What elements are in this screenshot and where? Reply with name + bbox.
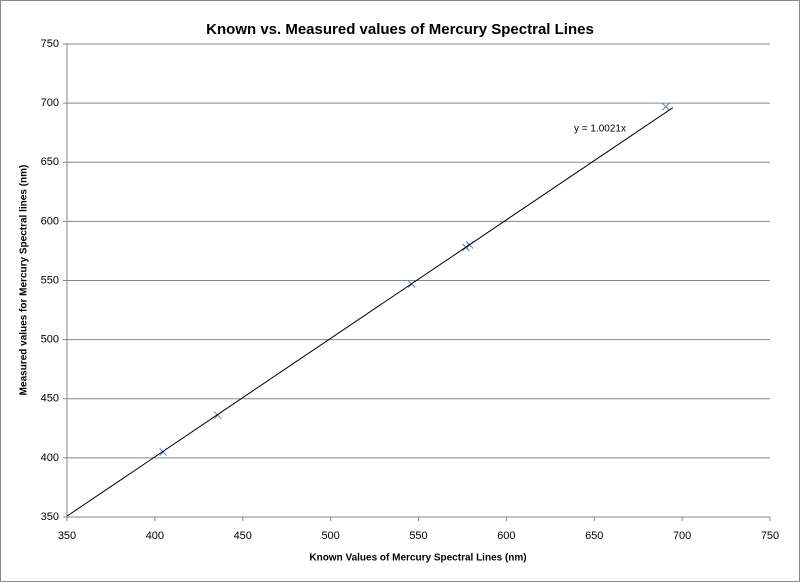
trendline (66, 107, 674, 517)
x-tick-label: 650 (585, 530, 603, 542)
x-tick-label: 550 (409, 530, 427, 542)
x-tick-label: 700 (673, 530, 691, 542)
y-tick-label: 600 (41, 215, 59, 227)
y-tick-label: 400 (41, 452, 59, 464)
chart-title: Known vs. Measured values of Mercury Spe… (206, 21, 594, 38)
y-tick-label: 650 (41, 156, 59, 168)
x-axis-title: Known Values of Mercury Spectral Lines (… (309, 553, 526, 564)
x-tick-label: 400 (146, 530, 164, 542)
trendline-label: y = 1.0021x (574, 124, 626, 135)
x-tick-label: 500 (321, 530, 339, 542)
y-axis-title: Measured values for Mercury Spectral lin… (19, 165, 30, 396)
y-tick-label: 500 (41, 334, 59, 346)
x-tick-label: 600 (497, 530, 515, 542)
y-tick-label: 700 (41, 97, 59, 109)
y-tick-label: 350 (41, 511, 59, 523)
x-tick-label: 750 (761, 530, 779, 542)
x-tick-label: 350 (58, 530, 76, 542)
y-tick-label: 750 (41, 38, 59, 50)
data-point (661, 102, 670, 111)
x-tick-label: 450 (234, 530, 252, 542)
y-tick-label: 450 (41, 393, 59, 405)
y-tick-label: 550 (41, 274, 59, 286)
